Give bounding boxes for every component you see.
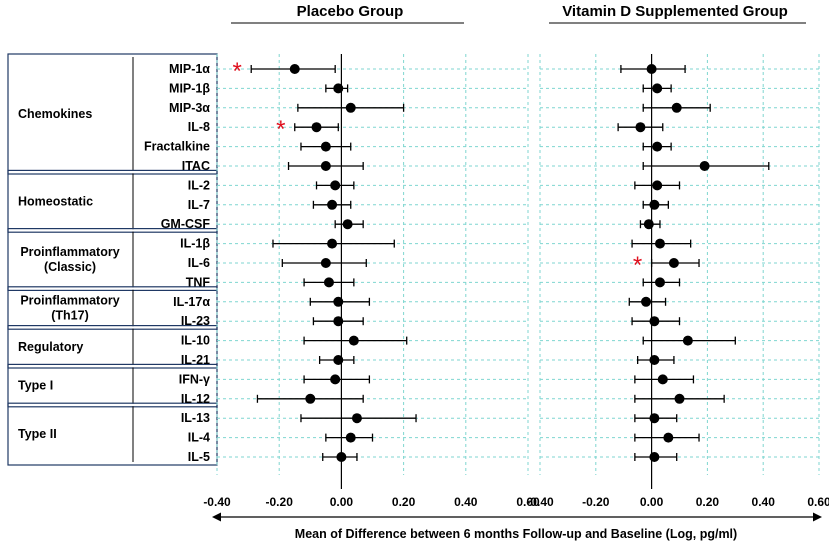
group-label-proinflammatory: Proinflammatory bbox=[20, 245, 119, 259]
vitamin-d-il-6-point bbox=[668, 258, 679, 268]
cytokine-label-mip-3alpha: MIP-3α bbox=[169, 101, 210, 115]
vitamin-d-il-1beta-point bbox=[654, 238, 665, 249]
placebo-mip-1beta-point bbox=[333, 83, 344, 94]
placebo-xtick-label-0-40: -0.40 bbox=[203, 495, 231, 509]
placebo-il-8-point bbox=[311, 122, 322, 133]
placebo-ifn-gamma-point bbox=[330, 374, 341, 385]
placebo-il-6-point bbox=[320, 258, 331, 268]
group-label-type-ii: Type II bbox=[18, 427, 57, 441]
placebo-xtick-label-0-20: -0.20 bbox=[266, 495, 294, 509]
cytokine-label-il-10: IL-10 bbox=[181, 334, 210, 348]
placebo-fractalkine-point bbox=[320, 141, 331, 152]
shared-x-axis: Mean of Difference between 6 months Foll… bbox=[212, 512, 822, 541]
vitamin-d-xtick-label-0-20: 0.20 bbox=[696, 495, 720, 509]
placebo-mip-3alpha-point bbox=[345, 102, 356, 113]
cytokine-label-mip-1beta: MIP-1β bbox=[169, 81, 210, 95]
placebo-xtick-label-0-20: 0.20 bbox=[392, 495, 416, 509]
placebo-il-2-point bbox=[330, 180, 341, 191]
vitamin-d-gm-csf-point bbox=[643, 219, 654, 230]
cytokine-label-il-4: IL-4 bbox=[188, 431, 210, 445]
cytokine-label-fractalkine: Fractalkine bbox=[144, 140, 210, 154]
vitamin-d-mip-3alpha-point bbox=[671, 102, 682, 113]
vitamin-d-il-2-point bbox=[652, 180, 663, 191]
placebo-il-12-point bbox=[305, 393, 316, 404]
group-label-regulatory: Regulatory bbox=[18, 340, 83, 354]
cytokine-label-il-23: IL-23 bbox=[181, 314, 210, 328]
placebo-panel: Placebo Group * * -0.40 -0.20 0.00 0.20 0.40 0.… bbox=[203, 3, 540, 509]
vitamin-d-il-6-significance-marker: * bbox=[633, 252, 642, 279]
cytokine-label-il-7: IL-7 bbox=[188, 198, 210, 212]
placebo-panel-title: Placebo Group bbox=[297, 3, 404, 20]
vitamin-d-mip-1beta-point bbox=[652, 83, 663, 94]
vitamin-d-panel: Vitamin D Supplemented Group * -0.40 -0.20… bbox=[526, 3, 829, 509]
group-label-homeostatic: Homeostatic bbox=[18, 194, 93, 208]
vitamin-d-il-4-point bbox=[663, 432, 674, 443]
placebo-il-13-point bbox=[351, 413, 362, 424]
placebo-il-17alpha-point bbox=[333, 296, 344, 307]
vitamin-d-ifn-gamma-point bbox=[657, 374, 668, 385]
placebo-il-21-point bbox=[333, 355, 344, 365]
cytokine-label-tnf: TNF bbox=[186, 275, 211, 289]
vitamin-d-il-8-point bbox=[635, 122, 646, 133]
cytokine-label-mip-1alpha: MIP-1α bbox=[169, 62, 210, 76]
cytokine-label-il-17alpha: IL-17α bbox=[173, 295, 210, 309]
placebo-xtick-label-0-60: 0.60 bbox=[516, 495, 540, 509]
placebo-il-1beta-point bbox=[327, 238, 338, 249]
placebo-il-4-point bbox=[345, 432, 356, 443]
placebo-gm-csf-point bbox=[342, 219, 353, 230]
vitamin-d-il-23-point bbox=[649, 316, 660, 327]
vitamin-d-xtick-label-0-00: 0.00 bbox=[640, 495, 664, 509]
cytokine-label-ifn-gamma: IFN-γ bbox=[179, 372, 210, 386]
x-axis-label: Mean of Difference between 6 months Foll… bbox=[295, 527, 737, 541]
group-label-proinflammatory: Proinflammatory bbox=[20, 294, 119, 308]
vitamin-d-xtick-label-0-60: 0.60 bbox=[807, 495, 829, 509]
placebo-il-5-point bbox=[336, 452, 347, 462]
vitamin-d-il-17alpha-point bbox=[641, 296, 652, 307]
placebo-xtick-label-0-40: 0.40 bbox=[454, 495, 478, 509]
x-axis-left-arrowhead bbox=[212, 512, 221, 522]
cytokine-label-il-1beta: IL-1β bbox=[180, 237, 210, 251]
x-axis-right-arrowhead bbox=[813, 512, 822, 522]
group-label-classic: (Classic) bbox=[44, 260, 96, 274]
placebo-il-7-point bbox=[327, 199, 338, 210]
vitamin-d-il-7-point bbox=[649, 199, 660, 210]
vitamin-d-fractalkine-point bbox=[652, 141, 663, 152]
vitamin-d-il-5-point bbox=[649, 452, 660, 462]
placebo-tnf-point bbox=[323, 277, 334, 288]
group-box-homeostatic bbox=[7, 169, 218, 233]
cytokine-label-il-5: IL-5 bbox=[188, 450, 210, 464]
placebo-il-8-significance-marker: * bbox=[276, 116, 285, 143]
vitamin-d-itac-point bbox=[699, 161, 710, 171]
placebo-itac-point bbox=[320, 161, 331, 171]
vitamin-d-il-10-point bbox=[682, 335, 693, 346]
vitamin-d-mip-1alpha-point bbox=[646, 64, 657, 74]
cytokine-label-il-6: IL-6 bbox=[188, 256, 210, 270]
vitamin-d-xtick-label-0-40: -0.40 bbox=[526, 495, 554, 509]
cytokine-label-il-8: IL-8 bbox=[188, 120, 210, 134]
vitamin-d-panel-title: Vitamin D Supplemented Group bbox=[562, 3, 788, 20]
vitamin-d-il-12-point bbox=[674, 393, 685, 404]
vitamin-d-xtick-label-0-40: 0.40 bbox=[752, 495, 776, 509]
vitamin-d-il-21-point bbox=[649, 355, 660, 365]
placebo-il-10-point bbox=[348, 335, 359, 346]
cytokine-label-il-13: IL-13 bbox=[181, 411, 210, 425]
cytokine-label-table: ChemokinesHomeostaticProinflammatory(Cla… bbox=[7, 53, 218, 466]
group-label-chemokines: Chemokines bbox=[18, 107, 92, 121]
cytokine-label-gm-csf: GM-CSF bbox=[161, 217, 211, 231]
cytokine-label-il-2: IL-2 bbox=[188, 178, 210, 192]
vitamin-d-il-13-point bbox=[649, 413, 660, 424]
cytokine-label-il-12: IL-12 bbox=[181, 392, 210, 406]
placebo-mip-1alpha-point bbox=[289, 64, 300, 74]
group-label-type-i: Type I bbox=[18, 379, 53, 393]
placebo-xtick-label-0-00: 0.00 bbox=[330, 495, 354, 509]
placebo-il-23-point bbox=[333, 316, 344, 327]
group-label-th17: (Th17) bbox=[51, 309, 89, 323]
vitamin-d-xtick-label-0-20: -0.20 bbox=[582, 495, 610, 509]
group-box-regulatory bbox=[7, 325, 218, 369]
cytokine-label-il-21: IL-21 bbox=[181, 353, 210, 367]
cytokine-label-itac: ITAC bbox=[182, 159, 210, 173]
placebo-mip-1alpha-significance-marker: * bbox=[233, 58, 242, 85]
vitamin-d-tnf-point bbox=[654, 277, 665, 288]
